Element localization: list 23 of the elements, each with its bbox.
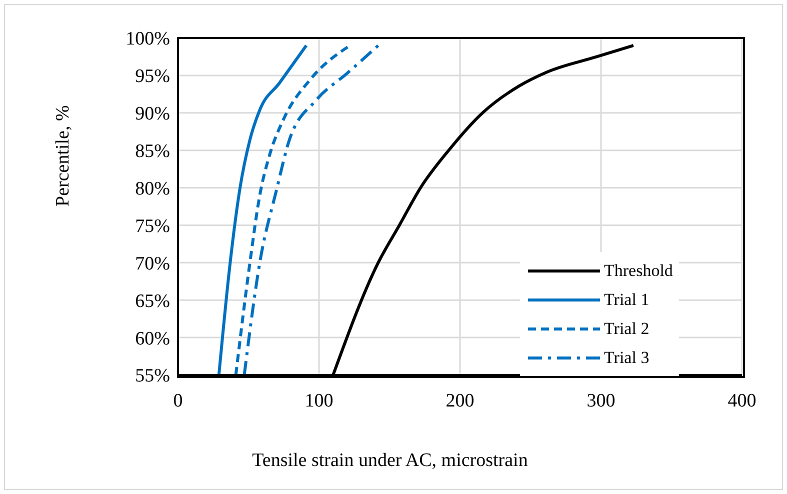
legend-label: Trial 3 <box>604 348 650 368</box>
y-tick-label: 95% <box>135 66 170 88</box>
legend-label: Trial 2 <box>604 318 650 338</box>
legend-label: Threshold <box>604 260 673 280</box>
y-tick-label: 85% <box>135 141 170 162</box>
line-series <box>242 44 380 375</box>
x-axis-title: Tensile strain under AC, microstrain <box>252 450 528 471</box>
y-tick-label: 80% <box>135 178 170 200</box>
y-tick-label: 55% <box>135 366 170 387</box>
y-tick-label: 65% <box>135 290 170 312</box>
x-tick-label: 200 <box>446 390 474 412</box>
y-tick-label: 90% <box>135 104 170 125</box>
y-tick-label: 75% <box>135 216 170 237</box>
y-tick-label: 60% <box>135 328 170 350</box>
x-tick-label: 300 <box>586 390 616 412</box>
y-tick-label: 70% <box>135 253 170 274</box>
x-tick-label: 100 <box>304 390 334 412</box>
legend-label: Trial 1 <box>604 290 650 310</box>
line-series <box>217 44 308 375</box>
y-axis-title: Percentile, % <box>52 105 74 206</box>
y-tick-label: 100% <box>126 28 170 50</box>
x-tick-label: 0 <box>173 390 183 412</box>
x-tick-label: 400 <box>728 390 756 412</box>
